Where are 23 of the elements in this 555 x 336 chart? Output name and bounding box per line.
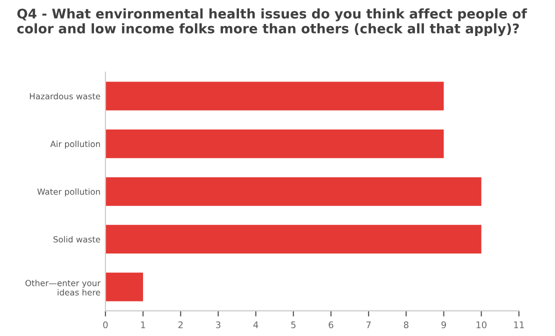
y-tick-label: Water pollution	[37, 188, 100, 196]
bar	[105, 272, 144, 302]
y-tick-label: Air pollution	[50, 140, 100, 149]
x-tick-label: 1	[141, 321, 146, 328]
x-tick-label: 6	[328, 321, 334, 328]
y-tick-label: Other—enter your ideas here	[25, 280, 101, 296]
bar	[105, 129, 444, 158]
bar	[105, 224, 482, 254]
x-tick-label: 3	[216, 321, 220, 328]
bar	[105, 177, 482, 206]
x-tick-label: 0	[103, 321, 108, 328]
y-tick-label: Hazardous waste	[30, 92, 100, 100]
x-tick-label: 9	[441, 321, 446, 328]
x-tick-label: 2	[178, 321, 183, 328]
x-tick-label: 7	[366, 321, 371, 328]
x-tick-label: 5	[291, 321, 296, 328]
x-tick-label: 8	[404, 321, 408, 328]
bar	[105, 82, 444, 110]
x-tick-label: 10	[476, 321, 486, 328]
x-tick-label: 4	[253, 321, 258, 328]
x-tick-label: 11	[514, 321, 524, 328]
chart-title: Q4 - What environmental health issues do you think affect people of color and low income folks more than others (check all that apply)?	[17, 8, 528, 36]
y-tick-label: Solid waste	[54, 236, 100, 243]
